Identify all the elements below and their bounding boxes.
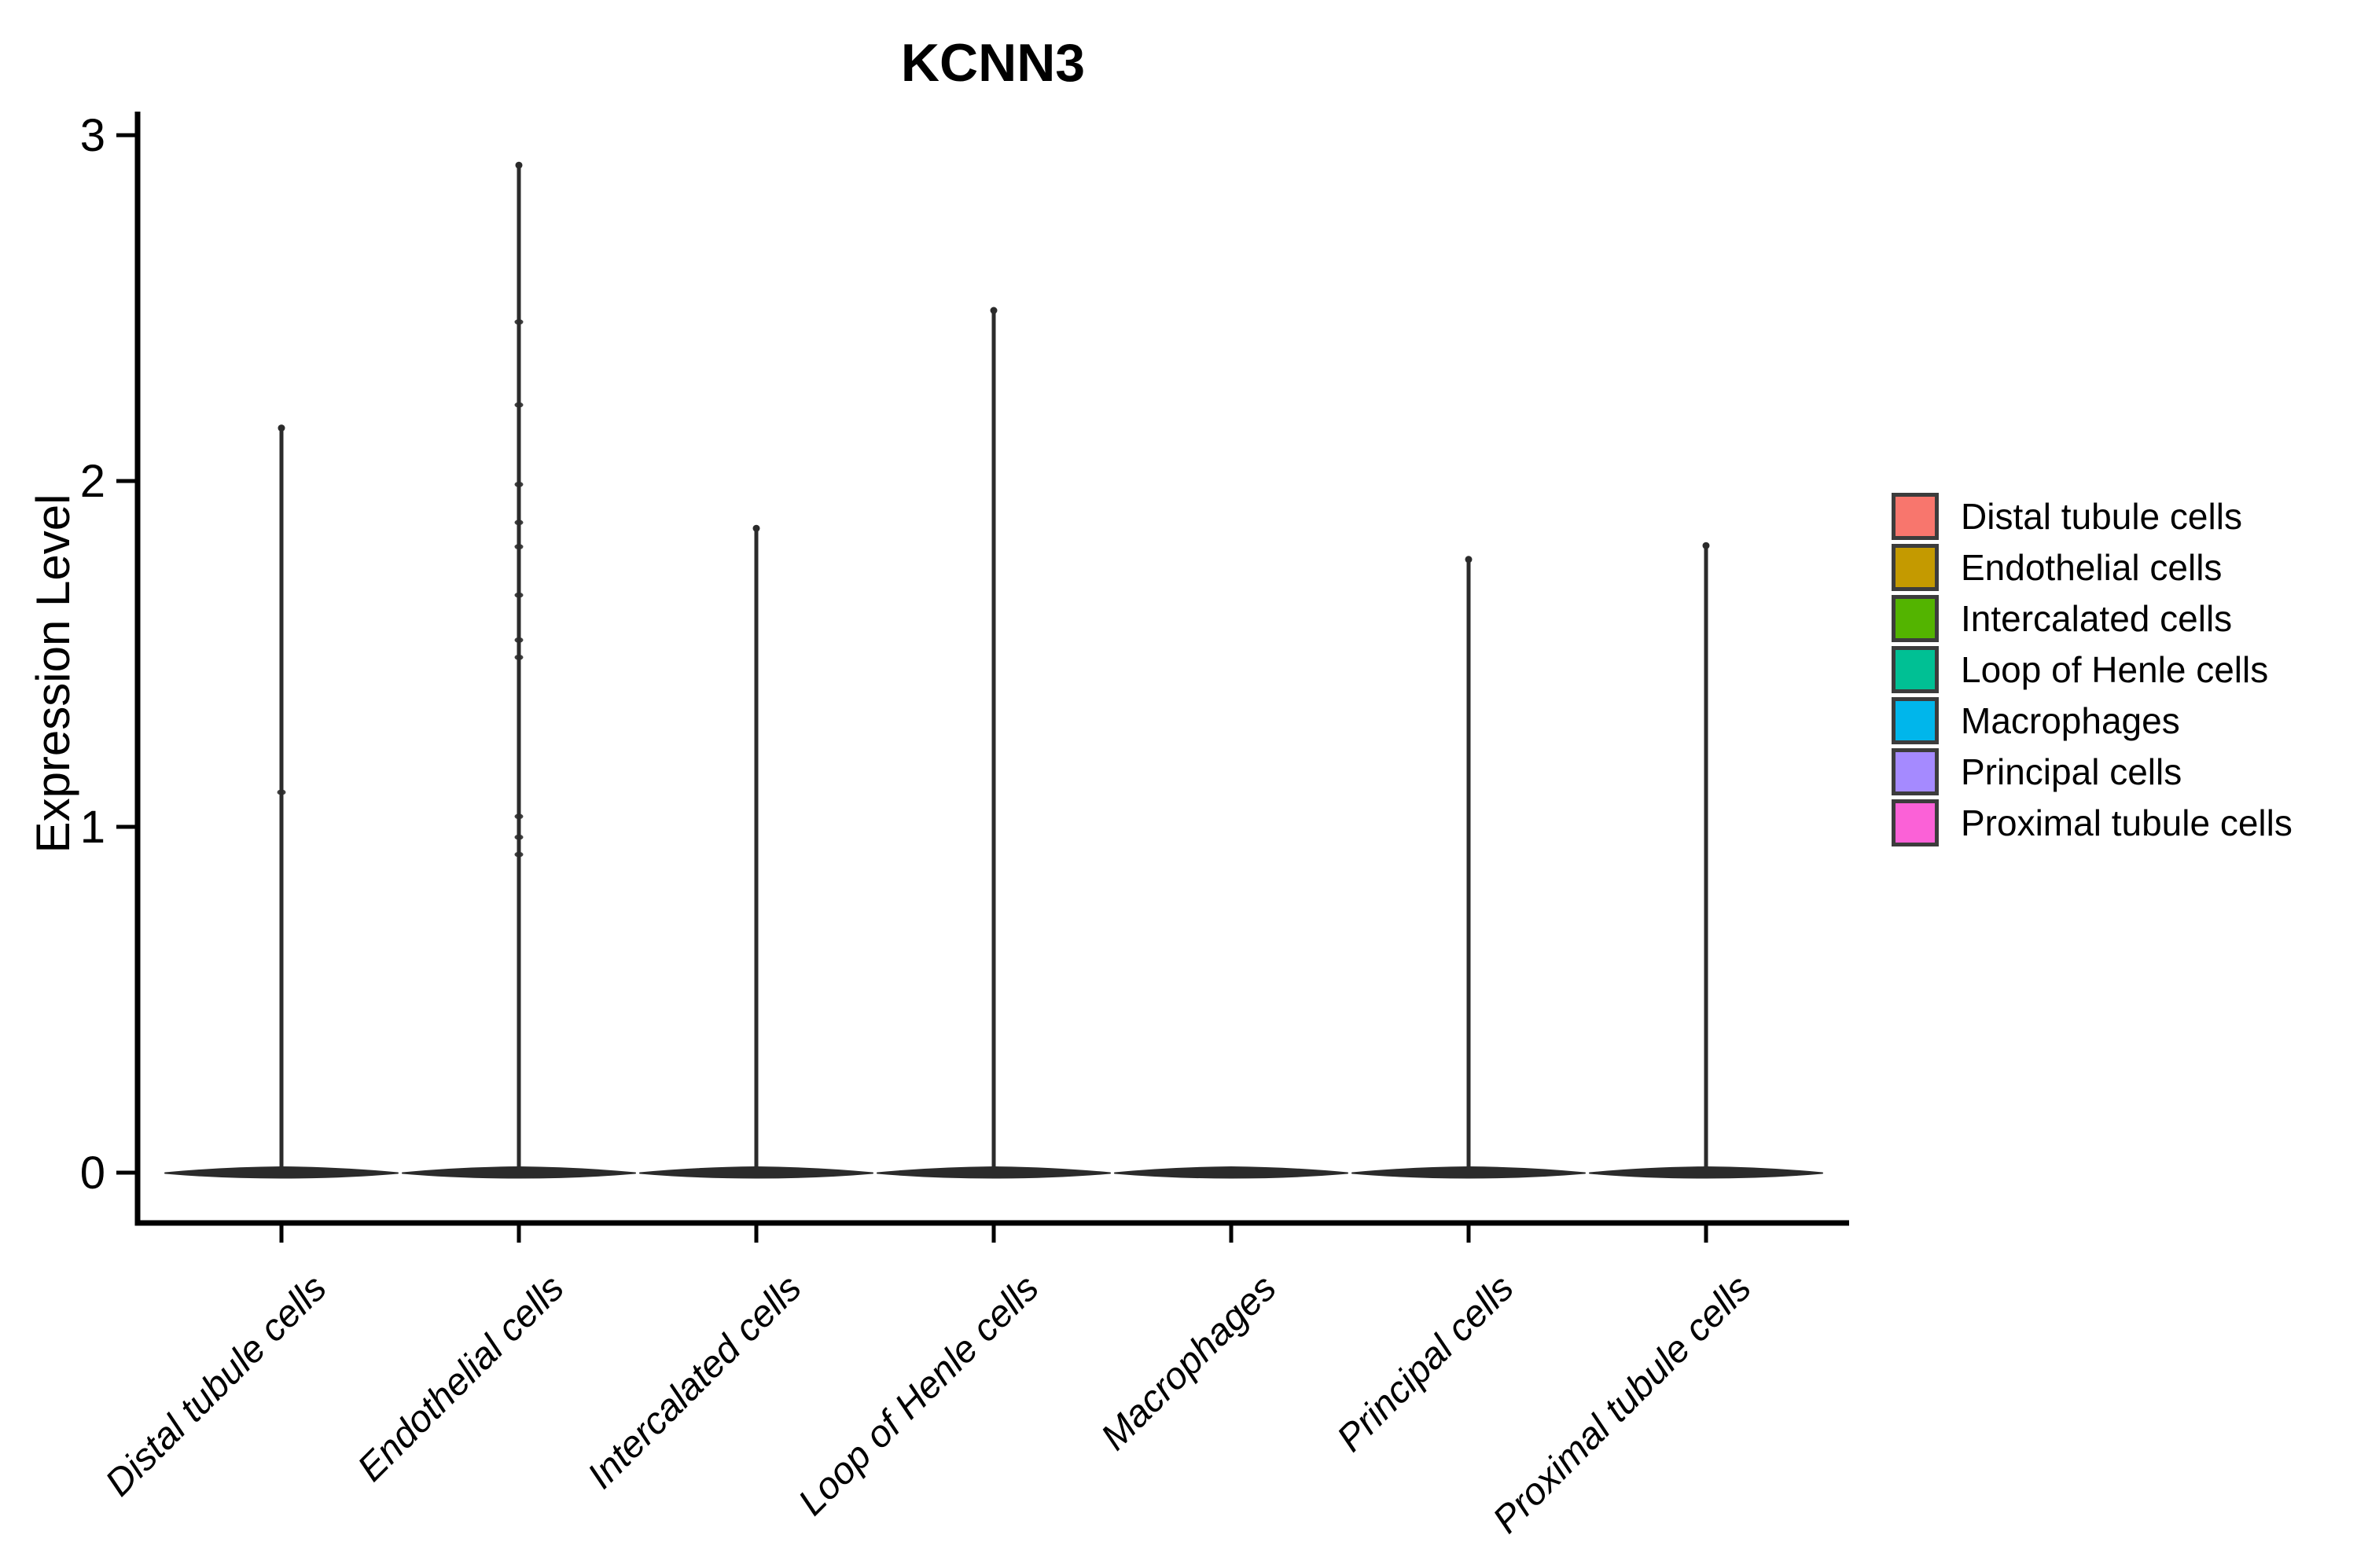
x-tick-label-endothelial-cells: Endothelial cells bbox=[350, 1267, 572, 1489]
legend-item-loop-of-henle-cells: Loop of Henle cells bbox=[1892, 646, 2293, 693]
legend-item-distal-tubule-cells: Distal tubule cells bbox=[1892, 493, 2293, 540]
violin-base bbox=[402, 1166, 636, 1179]
violin-spike-tip bbox=[1702, 542, 1710, 549]
legend-label: Distal tubule cells bbox=[1961, 496, 2242, 537]
violin-density-bump bbox=[514, 637, 524, 643]
violin-base bbox=[639, 1166, 873, 1179]
y-tick-label-2: 2 bbox=[80, 456, 105, 507]
plot-title: KCNN3 bbox=[901, 33, 1085, 93]
legend-item-intercalated-cells: Intercalated cells bbox=[1892, 595, 2293, 642]
violin-density-bump bbox=[514, 481, 524, 487]
legend-key-loop-of-henle-cells bbox=[1892, 646, 1939, 693]
violin-density-bump bbox=[514, 402, 524, 408]
violin-base bbox=[1589, 1166, 1823, 1179]
y-tick-label-0: 0 bbox=[80, 1148, 105, 1199]
violin-base bbox=[164, 1166, 399, 1179]
y-tick-label-1: 1 bbox=[80, 802, 105, 853]
axes: 0 1 2 3 Distal tubule cells Endothelial cells… bbox=[80, 110, 1849, 1541]
legend-key-endothelial-cells bbox=[1892, 544, 1939, 591]
violin-loop-of-henle-cells bbox=[877, 307, 1111, 1179]
violin-spike-tip bbox=[515, 161, 523, 169]
violin-density-bump bbox=[277, 789, 286, 795]
violin-spike bbox=[517, 163, 521, 1172]
legend-label: Proximal tubule cells bbox=[1961, 802, 2293, 843]
violin-proximal-tubule-cells bbox=[1589, 542, 1823, 1179]
violin-spike bbox=[1704, 543, 1708, 1171]
x-tick-label-intercalated-cells: Intercalated cells bbox=[580, 1267, 810, 1496]
x-tick-label-loop-of-henle-cells: Loop of Henle cells bbox=[791, 1267, 1047, 1523]
violin-intercalated-cells bbox=[639, 524, 873, 1179]
legend-key-distal-tubule-cells bbox=[1892, 493, 1939, 540]
y-tick-label-3: 3 bbox=[80, 110, 105, 161]
legend-key-proximal-tubule-cells bbox=[1892, 799, 1939, 846]
violin-spike bbox=[991, 308, 996, 1171]
violin-endothelial-cells bbox=[402, 161, 636, 1179]
violin-spike bbox=[1466, 556, 1471, 1171]
violin-spike-tip bbox=[752, 524, 760, 532]
violin-macrophages bbox=[1114, 1166, 1348, 1179]
x-tick-label-macrophages: Macrophages bbox=[1094, 1267, 1285, 1458]
legend-key-principal-cells bbox=[1892, 748, 1939, 795]
violin-base bbox=[877, 1166, 1111, 1179]
legend-label: Loop of Henle cells bbox=[1961, 649, 2269, 690]
legend-item-macrophages: Macrophages bbox=[1892, 697, 2293, 744]
violin-principal-cells bbox=[1351, 556, 1586, 1179]
violin-density-bump bbox=[514, 654, 524, 660]
violin-distal-tubule-cells bbox=[164, 424, 399, 1179]
violin-density-bump bbox=[514, 520, 524, 526]
violin-spike-tip bbox=[1465, 556, 1473, 564]
y-axis-title: Expression Level bbox=[27, 494, 79, 854]
legend: Distal tubule cells Endothelial cells Inte… bbox=[1892, 493, 2293, 846]
legend-item-proximal-tubule-cells: Proximal tubule cells bbox=[1892, 799, 2293, 846]
legend-key-intercalated-cells bbox=[1892, 595, 1939, 642]
violin-spike-tip bbox=[278, 424, 285, 432]
legend-label: Macrophages bbox=[1961, 700, 2180, 741]
violin-density-bump bbox=[514, 319, 524, 325]
legend-label: Principal cells bbox=[1961, 751, 2182, 792]
violin-base bbox=[1114, 1166, 1348, 1179]
legend-key-macrophages bbox=[1892, 697, 1939, 744]
x-tick-label-principal-cells: Principal cells bbox=[1329, 1267, 1522, 1460]
violin-density-bump bbox=[514, 851, 524, 857]
violin-spike bbox=[754, 526, 759, 1171]
violin-spike bbox=[279, 425, 284, 1171]
violin-density-bump bbox=[514, 834, 524, 840]
violin-density-bump bbox=[514, 592, 524, 598]
violin-density-bump bbox=[514, 544, 524, 550]
violin-spike-tip bbox=[990, 307, 998, 314]
legend-item-principal-cells: Principal cells bbox=[1892, 748, 2293, 795]
legend-item-endothelial-cells: Endothelial cells bbox=[1892, 544, 2293, 591]
x-tick-label-proximal-tubule-cells: Proximal tubule cells bbox=[1485, 1267, 1759, 1541]
violin-density-bump bbox=[514, 813, 524, 820]
x-tick-label-distal-tubule-cells: Distal tubule cells bbox=[97, 1267, 335, 1504]
violin-base bbox=[1351, 1166, 1586, 1179]
legend-label: Intercalated cells bbox=[1961, 598, 2233, 639]
legend-label: Endothelial cells bbox=[1961, 547, 2223, 588]
